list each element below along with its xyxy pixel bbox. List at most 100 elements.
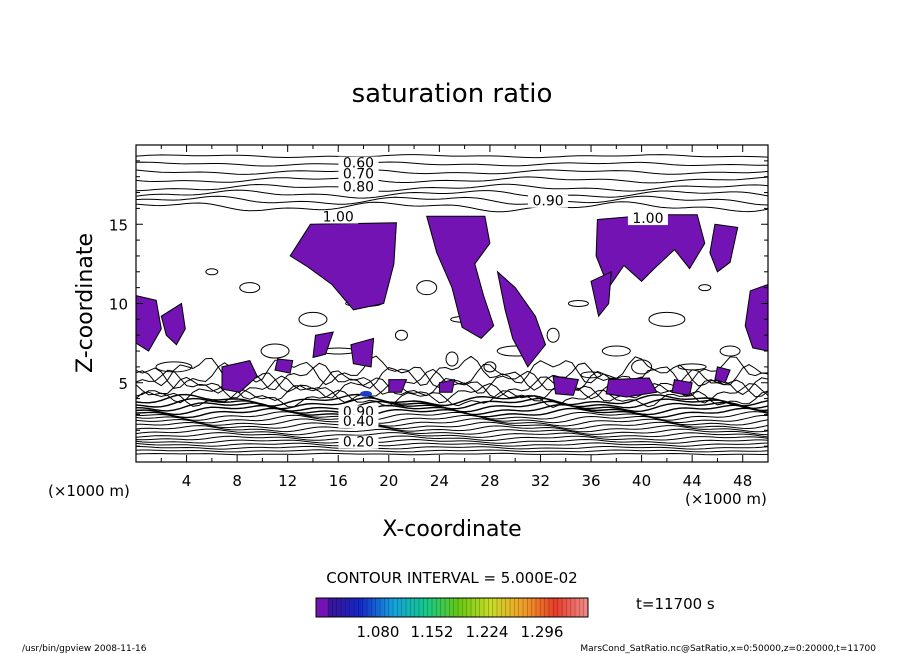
contour-label: 0.60 bbox=[343, 156, 374, 172]
x-axis: 4 8 12 16 20 24 28 32 36 40 44 48 bbox=[160, 145, 752, 490]
plot-area: 0.600.700.800.901.00 1.000.900.400.20 bbox=[135, 144, 769, 463]
x-tick-label: 28 bbox=[480, 472, 499, 490]
supersaturated-region bbox=[552, 375, 580, 396]
contour-line bbox=[135, 432, 769, 439]
contour-loop bbox=[648, 311, 686, 327]
supersaturated-region bbox=[289, 222, 397, 311]
chart-title: saturation ratio bbox=[352, 79, 553, 109]
contour-line bbox=[135, 400, 769, 413]
contour-labels: 0.600.700.800.901.00 1.000.900.400.20 bbox=[318, 156, 668, 451]
contour-loop bbox=[483, 361, 497, 373]
contour-line bbox=[135, 428, 769, 436]
plot-background bbox=[136, 145, 768, 462]
contour-line bbox=[136, 421, 769, 430]
supersaturated-region bbox=[671, 379, 693, 396]
contour-label: 0.70 bbox=[343, 167, 374, 183]
contour-label-bg bbox=[627, 212, 668, 226]
contour-label: 0.90 bbox=[532, 194, 563, 210]
y-tick-label: 5 bbox=[118, 375, 128, 393]
colorbar-low-block bbox=[316, 598, 328, 617]
contour-line bbox=[135, 169, 769, 175]
x-tick-label: 20 bbox=[379, 472, 398, 490]
colorbar-label: 1.152 bbox=[411, 623, 454, 641]
contour-loop bbox=[394, 329, 408, 341]
contour-line bbox=[135, 161, 769, 167]
contour-loop bbox=[677, 363, 707, 371]
contour-loop bbox=[260, 343, 290, 359]
supersaturated-region bbox=[426, 215, 495, 340]
y-axis: 5 10 15 bbox=[109, 160, 768, 447]
contour-label-bg bbox=[338, 156, 379, 170]
contour-loop bbox=[416, 280, 438, 296]
supersaturated-region bbox=[350, 337, 375, 368]
contour-label: 1.00 bbox=[323, 209, 354, 225]
contour-line bbox=[135, 435, 769, 442]
y-tick-label: 15 bbox=[109, 216, 128, 234]
contour-line bbox=[135, 445, 769, 450]
supersaturated-region bbox=[274, 358, 294, 374]
contour-loop bbox=[580, 371, 602, 379]
x-unit-label-left: (×1000 m) bbox=[48, 482, 130, 500]
contour-loop bbox=[719, 345, 741, 357]
supersaturated-region bbox=[312, 331, 334, 359]
colorbar-labels: 1.080 1.152 1.224 1.296 bbox=[357, 623, 564, 641]
supersaturated-region bbox=[438, 378, 456, 393]
x-tick-label: 48 bbox=[733, 472, 752, 490]
x-tick-label: 16 bbox=[329, 472, 348, 490]
contour-label-bg bbox=[338, 167, 379, 181]
contour-line bbox=[135, 425, 769, 433]
contour-loop bbox=[601, 345, 631, 357]
contour-line bbox=[135, 438, 769, 444]
contour-loop bbox=[155, 361, 193, 373]
contour-label-bg bbox=[528, 194, 569, 208]
peak-region bbox=[360, 390, 373, 397]
y-tick-label: 10 bbox=[109, 296, 128, 314]
supersaturated-regions bbox=[135, 214, 769, 398]
x-axis-title: X-coordinate bbox=[382, 517, 521, 542]
supersaturated-region bbox=[709, 223, 739, 273]
contour-label-bg bbox=[338, 180, 379, 194]
colorbar-label: 1.224 bbox=[466, 623, 509, 641]
contour-line bbox=[135, 397, 769, 410]
colorbar-label: 1.296 bbox=[521, 623, 564, 641]
colorbar-label: 1.080 bbox=[357, 623, 400, 641]
contour-loop bbox=[205, 268, 219, 276]
footer-right: MarsCond_SatRatio.nc@SatRatio,x=0:50000,… bbox=[580, 644, 876, 654]
colorbar bbox=[316, 598, 588, 617]
contour-line bbox=[135, 195, 769, 206]
contour-label: 0.40 bbox=[343, 414, 374, 430]
contour-label: 1.00 bbox=[632, 211, 663, 227]
supersaturated-region bbox=[221, 360, 258, 393]
x-tick-label: 36 bbox=[581, 472, 600, 490]
supersaturated-region bbox=[714, 366, 731, 384]
x-tick-label: 12 bbox=[278, 472, 297, 490]
colorbar-frame bbox=[315, 597, 589, 618]
contour-line bbox=[135, 183, 769, 192]
contour-interval-text: CONTOUR INTERVAL = 5.000E-02 bbox=[326, 569, 577, 587]
x-tick-label: 4 bbox=[182, 472, 192, 490]
x-tick-label: 44 bbox=[683, 472, 702, 490]
contour-line bbox=[135, 449, 769, 453]
contour-lines bbox=[135, 154, 769, 456]
x-tick-label: 32 bbox=[531, 472, 550, 490]
contour-line bbox=[135, 442, 769, 447]
supersaturated-region bbox=[590, 270, 612, 318]
contour-loop bbox=[567, 300, 589, 307]
supersaturated-region bbox=[160, 302, 186, 346]
contour-label-bg bbox=[318, 210, 359, 224]
contour-loop bbox=[631, 359, 653, 375]
x-unit-label-right: (×1000 m) bbox=[685, 490, 767, 508]
y-axis-title: Z-coordinate bbox=[73, 233, 98, 373]
contour-line bbox=[135, 411, 769, 421]
contour-line bbox=[135, 201, 769, 213]
supersaturated-region bbox=[744, 283, 769, 352]
supersaturated-region bbox=[388, 379, 408, 393]
contour-line bbox=[135, 176, 769, 184]
contour-loop bbox=[239, 282, 261, 294]
contour-loop bbox=[546, 327, 560, 343]
supersaturated-region bbox=[496, 270, 547, 368]
contour-loop bbox=[445, 351, 459, 367]
contour-label: 0.20 bbox=[343, 435, 374, 451]
colorbar-gradient bbox=[328, 598, 588, 617]
footer-left: /usr/bin/gpview 2008-11-16 bbox=[22, 644, 147, 654]
